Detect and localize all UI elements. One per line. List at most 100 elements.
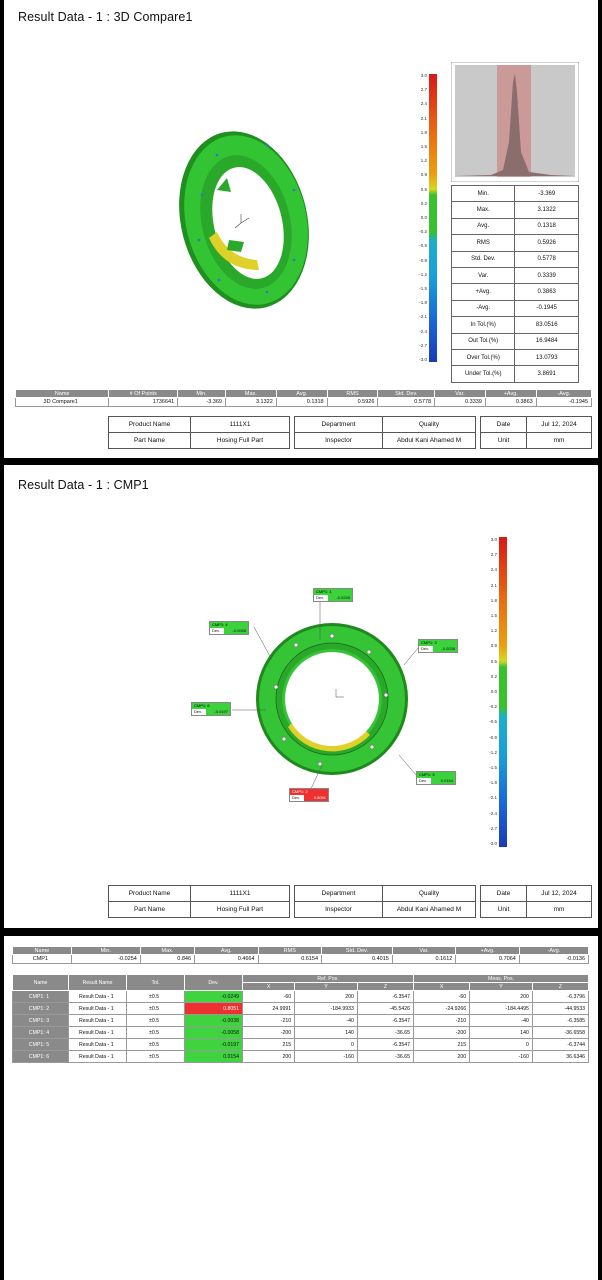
table-cell: 24.9991 <box>241 1002 296 1015</box>
product-name-label: Product Name <box>108 885 191 902</box>
callout-name: CMP1: 2 <box>290 789 328 795</box>
stats-value: 16.9484 <box>514 332 579 350</box>
table-cell: 215 <box>413 1038 471 1051</box>
summary-header: Avg. <box>194 946 259 955</box>
inspector-value: Abdul Kani Ahamed M <box>382 901 476 918</box>
scale-tick-label: -2.7 <box>419 342 427 348</box>
inspector-label: Inspector <box>294 901 383 918</box>
table-cell: -200 <box>241 1026 296 1039</box>
table-cell: Result Data - 1 <box>68 1002 127 1015</box>
summary-cell: -0.1945 <box>535 397 593 407</box>
date-label: Date <box>480 885 527 902</box>
table-cell: ±0.5 <box>126 1002 185 1015</box>
table-cell: -0.0249 <box>184 990 243 1003</box>
stats-label: Var. <box>450 266 516 285</box>
summary-header: # Of Points <box>108 389 179 398</box>
summary-cell: -0.0136 <box>518 954 590 964</box>
summary-header: Std. Dev. <box>377 389 436 398</box>
stats-value: 0.1318 <box>514 217 579 236</box>
col-ref-pos: Ref. Pos. <box>241 974 415 983</box>
part-name-label: Part Name <box>108 432 191 449</box>
scale-tick-label: 1.8 <box>420 129 427 135</box>
table-cell: -24.9266 <box>413 1002 471 1015</box>
table-row: CMP1: 6 Result Data - 1 ±0.5 0.0154 200 -160-… <box>12 1050 590 1063</box>
unit-label: Unit <box>480 432 527 449</box>
summary-cell: 3D Compare1 <box>14 397 110 407</box>
table-cell: -6.3547 <box>356 1038 415 1051</box>
scale-tick-label: -1.2 <box>489 749 497 755</box>
summary-header: Var. <box>391 946 457 955</box>
stats-row: Avg. 0.1318 <box>450 217 579 236</box>
summary-header: Max. <box>139 946 196 955</box>
scale-tick-label: -0.2 <box>489 704 497 710</box>
col-meas-z: Z <box>531 982 590 991</box>
table-cell: 0 <box>294 1038 358 1051</box>
scale-tick-label: -1.8 <box>419 300 427 306</box>
report-info-block: Product Name 1111X1 Part Name Hosing Full … <box>108 885 592 920</box>
callout-dev-value: -0.0197 <box>206 709 230 715</box>
callout-dev-value: -0.0249 <box>328 595 352 601</box>
scale-tick-label: 0.0 <box>420 215 427 220</box>
stats-label: In Tol.(%) <box>450 316 516 334</box>
scale-tick-label: 2.7 <box>490 552 497 558</box>
table-cell: 140 <box>469 1026 533 1039</box>
table-row: CMP1: 2 Result Data - 1 ±0.5 0.8051 24.9991-… <box>12 1002 590 1015</box>
table-cell: -0.0058 <box>184 1026 243 1039</box>
stats-label: -Avg. <box>450 299 516 318</box>
page-title: Result Data - 1 : CMP1 <box>18 478 149 492</box>
summary-header: Min. <box>177 389 226 398</box>
scale-tick-label: -0.9 <box>489 734 497 740</box>
part-name-value: Hosing Full Part <box>190 432 290 449</box>
stats-label: +Avg. <box>450 283 516 301</box>
col-meas-y: Y <box>469 982 533 991</box>
table-cell: -60 <box>413 990 471 1003</box>
col-meas-x: X <box>413 982 471 991</box>
table-cell: -36.6558 <box>531 1026 590 1039</box>
date-label: Date <box>480 416 527 433</box>
stats-row: -Avg. -0.1945 <box>450 299 579 318</box>
table-cell: Result Data - 1 <box>68 1038 127 1051</box>
scale-tick-label: 1.8 <box>490 597 497 603</box>
deviation-histogram <box>451 62 579 182</box>
summary-header: +Avg. <box>484 389 537 398</box>
table-cell: -210 <box>241 1014 296 1027</box>
report-page-cmp1: Result Data - 1 : CMP1 CMP1: 1 Dev. -0.024… <box>4 465 598 928</box>
stats-label: RMS <box>450 234 516 252</box>
scale-tick-label: 2.4 <box>420 101 427 107</box>
product-name-value: 1111X1 <box>190 885 290 902</box>
callout-dev-value: 0.0154 <box>431 778 455 784</box>
table-cell: -6.3585 <box>531 1014 590 1027</box>
callout-dev-label: Dev. <box>292 795 300 800</box>
part-name-label: Part Name <box>108 901 191 918</box>
summary-header: Std. Dev. <box>321 946 393 955</box>
table-cell: 215 <box>241 1038 296 1051</box>
scale-tick-label: 0.9 <box>420 172 427 178</box>
summary-cell: 0.3863 <box>484 397 537 407</box>
col-ref-y: Y <box>294 982 358 991</box>
scale-tick-label: -0.5 <box>419 243 427 249</box>
table-cell: CMP1: 2 <box>12 1002 69 1015</box>
table-cell: -200 <box>413 1026 471 1039</box>
scale-tick-label: 1.2 <box>490 628 497 634</box>
summary-cell: -3.369 <box>177 397 226 407</box>
stats-row: Min. -3.369 <box>450 184 579 203</box>
scale-tick-label: -2.7 <box>489 825 497 831</box>
table-cell: 200 <box>294 990 358 1003</box>
stats-value: 0.5778 <box>514 250 579 268</box>
table-cell: -40 <box>469 1014 533 1027</box>
stats-label: Avg. <box>450 217 516 236</box>
stats-value: 13.0793 <box>514 348 579 367</box>
table-row: CMP1: 5 Result Data - 1 ±0.5 -0.0197 215 0 -6.… <box>12 1038 590 1051</box>
summary-cell: 0.4015 <box>321 954 393 964</box>
report-page-3d-compare: Result Data - 1 : 3D Compare1 3.0 2.7 2.4 2… <box>4 0 598 458</box>
summary-header: Name <box>12 946 72 955</box>
product-name-label: Product Name <box>108 416 191 433</box>
table-cell: ±0.5 <box>126 1014 185 1027</box>
table-cell: -6.3796 <box>531 990 590 1003</box>
scale-tick-label: 2.1 <box>490 582 497 588</box>
table-cell: -44.9533 <box>531 1002 590 1015</box>
scale-tick-label: 1.5 <box>420 144 427 149</box>
stats-row: Over Tol.(%) 13.0793 <box>450 348 579 367</box>
deviation-color-scale <box>499 537 507 847</box>
scale-tick-label: -0.9 <box>419 257 427 263</box>
